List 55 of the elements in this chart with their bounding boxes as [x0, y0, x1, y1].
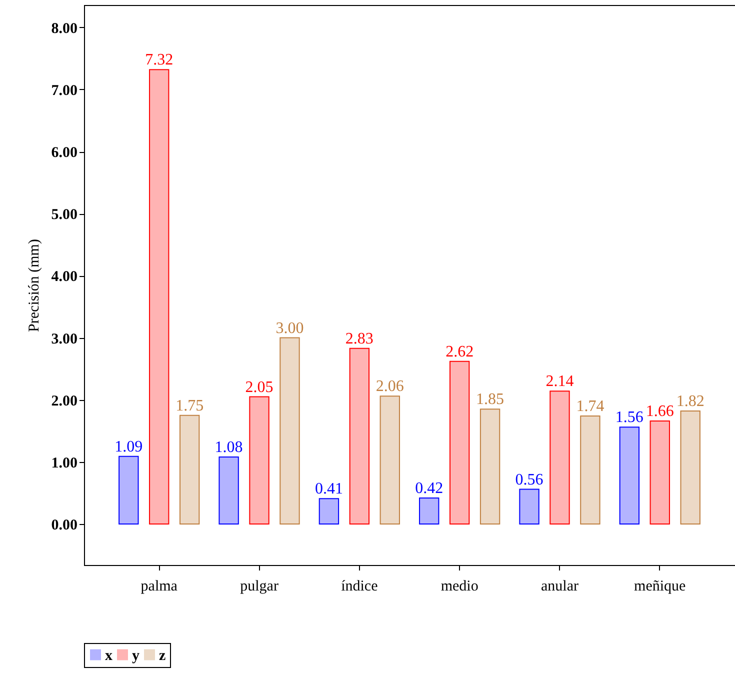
data-label: 2.62 — [446, 343, 474, 360]
data-label: 0.41 — [314, 480, 343, 498]
legend-label: z — [159, 648, 166, 664]
bar — [680, 410, 700, 525]
bar — [449, 360, 470, 525]
data-label: 2.14 — [546, 373, 574, 390]
data-label: 3.00 — [276, 320, 304, 337]
data-label: 1.85 — [476, 391, 504, 408]
bar — [550, 390, 570, 525]
data-label: 1.66 — [646, 402, 674, 420]
bar — [650, 420, 670, 525]
x-tick-label: meñique — [634, 578, 686, 594]
bar — [149, 69, 170, 525]
bar — [249, 396, 270, 525]
bar — [118, 456, 139, 525]
y-tick-label: 1.00 — [51, 455, 78, 472]
y-tick-label: 4.00 — [51, 269, 78, 286]
x-tick-label: medio — [440, 578, 478, 594]
y-tick-label: 8.00 — [51, 20, 78, 37]
data-label: 0.56 — [515, 471, 544, 488]
legend-label: y — [132, 648, 140, 664]
y-tick-label: 7.00 — [51, 82, 78, 99]
data-label: 7.32 — [145, 52, 174, 69]
y-tick-label: 3.00 — [51, 331, 78, 348]
y-tick-label: 0.00 — [51, 518, 78, 534]
data-label: 2.83 — [345, 330, 374, 348]
legend-label: x — [105, 648, 113, 664]
data-label: 1.75 — [176, 397, 204, 414]
bar — [480, 408, 500, 525]
data-label: 2.06 — [376, 378, 404, 396]
data-label: 1.82 — [676, 393, 704, 410]
x-tick-label: índice — [341, 578, 378, 594]
bar — [519, 488, 540, 525]
data-label: 1.08 — [214, 438, 243, 456]
bar — [318, 498, 340, 525]
bar — [179, 414, 200, 525]
bar — [419, 497, 440, 525]
y-axis-title: Precisión (mm) — [26, 239, 42, 332]
data-label: 1.74 — [576, 398, 604, 415]
data-label: 1.09 — [114, 438, 143, 456]
x-tick-label: anular — [540, 578, 578, 594]
y-tick-label: 5.00 — [51, 207, 78, 224]
y-tick-label: 2.00 — [51, 393, 78, 410]
x-tick-label: pulgar — [240, 578, 278, 594]
bar — [218, 456, 239, 525]
bar — [380, 396, 400, 525]
bar — [580, 416, 600, 525]
bar — [280, 337, 300, 525]
bar — [349, 348, 370, 525]
bar — [619, 426, 640, 525]
data-label: 1.56 — [615, 409, 644, 426]
data-label: 0.42 — [415, 480, 444, 497]
x-tick-label: palma — [140, 578, 178, 594]
data-label: 2.05 — [245, 378, 274, 396]
y-tick-label: 6.00 — [51, 145, 78, 162]
